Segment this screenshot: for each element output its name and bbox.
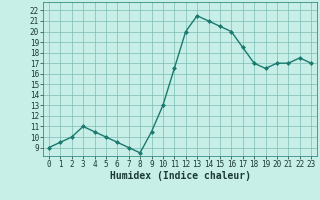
X-axis label: Humidex (Indice chaleur): Humidex (Indice chaleur) — [109, 171, 251, 181]
